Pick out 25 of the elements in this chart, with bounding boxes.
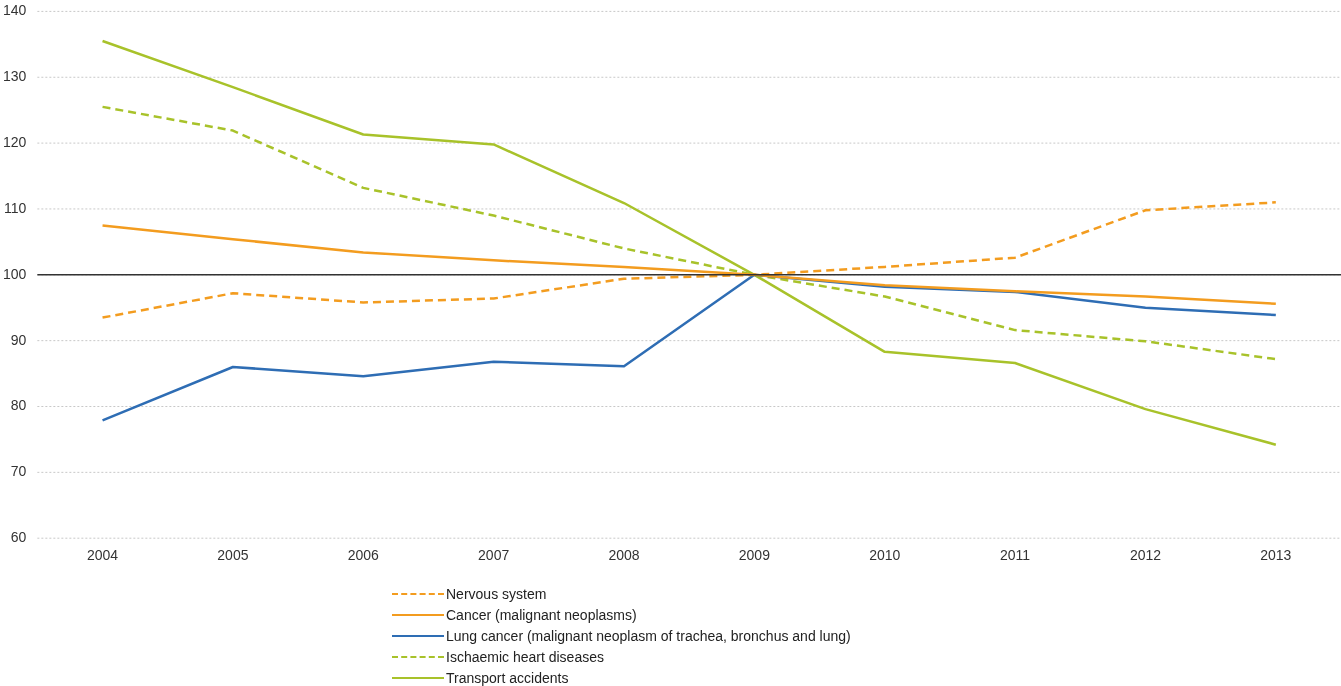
y-tick-label: 120 <box>3 133 27 150</box>
y-tick-label: 90 <box>10 331 27 348</box>
y-tick-label: 70 <box>10 463 27 480</box>
y-tick-label: 100 <box>3 265 27 282</box>
x-tick-label: 2007 <box>478 547 510 564</box>
x-tick-label: 2004 <box>86 547 119 564</box>
x-tick-label: 2005 <box>217 547 249 564</box>
y-tick-label: 60 <box>10 529 27 546</box>
x-tick-label: 2010 <box>869 547 901 564</box>
legend-label: Ischaemic heart diseases <box>446 648 604 665</box>
legend-label: Lung cancer (malignant neoplasm of trachea, bronchus and lung) <box>446 627 851 644</box>
y-tick-label: 80 <box>10 397 27 414</box>
y-tick-label: 140 <box>3 2 27 19</box>
legend-label: Cancer (malignant neoplasms) <box>446 606 637 623</box>
y-tick-label: 110 <box>4 199 27 216</box>
x-tick-label: 2013 <box>1260 547 1292 564</box>
line-series <box>101 201 1278 319</box>
x-tick-label: 2009 <box>738 547 771 564</box>
y-tick-label: 130 <box>3 68 27 85</box>
x-tick-label: 2012 <box>1129 547 1162 564</box>
x-tick-label: 2006 <box>347 547 380 564</box>
x-tick-label: 2011 <box>1000 547 1031 564</box>
legend-label: Transport accidents <box>446 669 569 686</box>
legend-label: Nervous system <box>446 585 547 602</box>
x-tick-label: 2008 <box>608 547 640 564</box>
